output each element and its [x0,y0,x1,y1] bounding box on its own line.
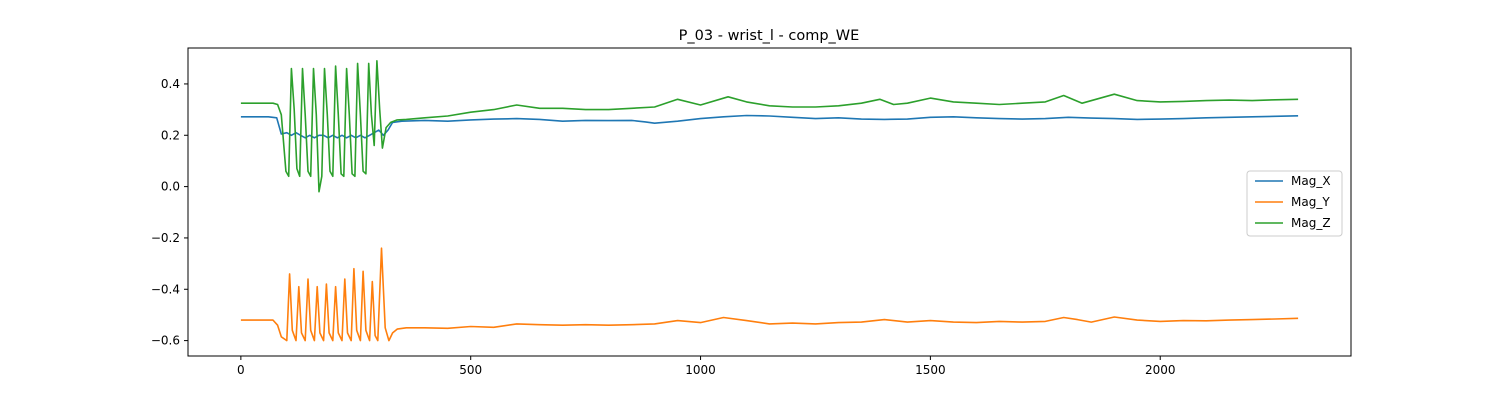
y-axis: −0.6 −0.4 −0.2 0.0 0.2 0.4 [151,77,188,348]
legend-label: Mag_X [1291,174,1331,188]
y-tick-label: 0.0 [161,180,180,194]
y-tick-label: −0.2 [151,231,180,245]
series-line-mag-y [240,247,1299,342]
x-tick-label: 2000 [1145,363,1176,377]
x-axis: 0 500 1000 1500 2000 [237,356,1176,377]
chart-title: P_03 - wrist_l - comp_WE [679,28,860,44]
y-tick-label: −0.4 [151,282,180,296]
x-tick-label: 500 [459,363,482,377]
x-tick-label: 0 [237,363,245,377]
legend-box [1246,170,1343,237]
legend-label: Mag_Y [1291,195,1330,209]
x-tick-label: 1500 [915,363,946,377]
y-tick-label: −0.6 [151,334,180,348]
y-tick-label: 0.2 [161,128,180,142]
series-layer [240,60,1299,342]
legend: Mag_X Mag_Y Mag_Z [1246,170,1343,237]
plot-area-frame [187,47,1352,357]
x-tick-label: 1000 [685,363,716,377]
series-line-mag-z [240,60,1299,193]
series-line-mag-x [240,114,1299,139]
legend-label: Mag_Z [1291,216,1331,230]
y-tick-label: 0.4 [161,77,180,91]
